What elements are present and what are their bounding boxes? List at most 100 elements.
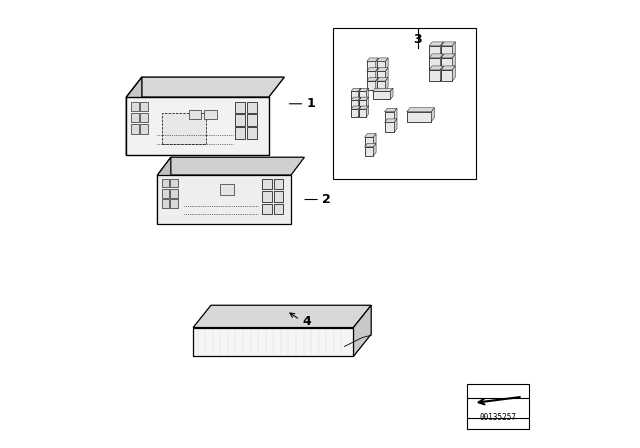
Text: 00135257: 00135257 bbox=[479, 413, 516, 422]
Bar bbox=[247, 102, 257, 113]
Polygon shape bbox=[376, 78, 378, 90]
Polygon shape bbox=[157, 157, 305, 175]
Polygon shape bbox=[376, 78, 388, 81]
Bar bbox=[441, 70, 452, 81]
Polygon shape bbox=[407, 108, 435, 112]
Polygon shape bbox=[365, 143, 376, 147]
Polygon shape bbox=[359, 97, 369, 100]
Polygon shape bbox=[351, 106, 360, 109]
Polygon shape bbox=[452, 42, 455, 57]
Bar bbox=[162, 189, 169, 198]
Polygon shape bbox=[351, 97, 360, 100]
Polygon shape bbox=[366, 106, 369, 117]
Text: 3: 3 bbox=[413, 33, 422, 46]
Polygon shape bbox=[390, 88, 393, 99]
Polygon shape bbox=[431, 108, 435, 121]
Polygon shape bbox=[376, 68, 388, 71]
Bar bbox=[126, 97, 269, 155]
Bar bbox=[376, 61, 385, 70]
Bar bbox=[441, 46, 452, 57]
Bar bbox=[376, 81, 385, 90]
Polygon shape bbox=[440, 54, 444, 69]
Bar bbox=[162, 199, 169, 208]
Polygon shape bbox=[193, 305, 371, 327]
Polygon shape bbox=[440, 66, 444, 81]
Bar bbox=[359, 109, 366, 117]
Polygon shape bbox=[429, 42, 444, 46]
Bar bbox=[170, 199, 177, 208]
Bar bbox=[367, 81, 376, 90]
Polygon shape bbox=[366, 97, 369, 108]
Bar bbox=[236, 102, 245, 113]
Bar bbox=[247, 127, 257, 138]
Text: 4: 4 bbox=[302, 315, 311, 328]
Bar bbox=[236, 127, 245, 138]
Bar bbox=[333, 28, 476, 180]
Bar bbox=[262, 179, 272, 189]
Bar bbox=[429, 58, 440, 69]
Bar bbox=[220, 184, 234, 195]
Polygon shape bbox=[452, 66, 455, 81]
Bar bbox=[441, 58, 452, 69]
Polygon shape bbox=[358, 88, 360, 99]
Bar bbox=[367, 61, 376, 70]
Bar bbox=[274, 191, 284, 202]
Bar bbox=[236, 115, 245, 125]
Polygon shape bbox=[441, 66, 455, 70]
Bar bbox=[365, 147, 373, 156]
Polygon shape bbox=[385, 119, 397, 122]
Text: 1: 1 bbox=[307, 97, 316, 110]
Bar bbox=[262, 191, 272, 202]
Bar bbox=[162, 179, 169, 188]
Bar bbox=[429, 46, 440, 57]
Polygon shape bbox=[441, 54, 455, 58]
Polygon shape bbox=[385, 108, 397, 112]
Bar bbox=[162, 113, 207, 144]
Bar bbox=[157, 175, 291, 224]
Polygon shape bbox=[359, 106, 369, 109]
Bar bbox=[170, 189, 177, 198]
Polygon shape bbox=[157, 157, 171, 224]
Polygon shape bbox=[367, 78, 378, 81]
Bar bbox=[385, 122, 394, 132]
Bar bbox=[351, 100, 358, 108]
Polygon shape bbox=[373, 143, 376, 156]
Bar bbox=[247, 115, 257, 125]
Bar bbox=[365, 137, 373, 146]
Bar bbox=[372, 91, 390, 99]
Bar bbox=[274, 203, 284, 214]
Bar bbox=[189, 110, 201, 119]
Polygon shape bbox=[429, 54, 444, 58]
Bar bbox=[131, 102, 139, 112]
Polygon shape bbox=[359, 88, 369, 91]
Polygon shape bbox=[376, 58, 388, 61]
Polygon shape bbox=[385, 78, 388, 90]
Polygon shape bbox=[385, 58, 388, 70]
Bar bbox=[204, 110, 217, 119]
Bar bbox=[131, 113, 139, 122]
Polygon shape bbox=[126, 77, 142, 155]
Bar bbox=[193, 327, 353, 357]
Polygon shape bbox=[366, 88, 369, 99]
Polygon shape bbox=[367, 68, 378, 71]
Bar bbox=[351, 109, 358, 117]
Bar bbox=[429, 70, 440, 81]
Bar bbox=[274, 179, 284, 189]
Polygon shape bbox=[441, 42, 455, 46]
Bar bbox=[367, 71, 376, 80]
Polygon shape bbox=[373, 134, 376, 146]
Bar bbox=[262, 203, 272, 214]
Bar bbox=[359, 91, 366, 99]
Polygon shape bbox=[372, 88, 393, 91]
Polygon shape bbox=[365, 134, 376, 137]
Polygon shape bbox=[394, 108, 397, 121]
Polygon shape bbox=[351, 88, 360, 91]
Polygon shape bbox=[394, 119, 397, 132]
Bar bbox=[359, 100, 366, 108]
Bar bbox=[170, 179, 177, 188]
Polygon shape bbox=[376, 68, 378, 80]
Bar bbox=[140, 113, 148, 122]
Polygon shape bbox=[126, 77, 284, 97]
Bar bbox=[351, 91, 358, 99]
Polygon shape bbox=[358, 106, 360, 117]
